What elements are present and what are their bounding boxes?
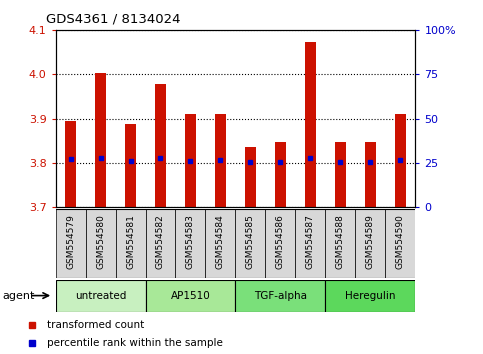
Bar [155,84,166,207]
Bar [56,209,85,278]
Text: TGF-alpha: TGF-alpha [254,291,307,301]
Text: GSM554582: GSM554582 [156,215,165,269]
Text: GSM554581: GSM554581 [126,215,135,269]
Text: GSM554590: GSM554590 [396,215,405,269]
Text: GSM554586: GSM554586 [276,215,285,269]
Bar [185,114,196,207]
Bar [355,209,385,278]
Bar [395,114,406,207]
Text: GSM554584: GSM554584 [216,215,225,269]
Text: GSM554579: GSM554579 [66,215,75,269]
Bar [145,280,236,312]
Bar [56,280,145,312]
Text: GSM554587: GSM554587 [306,215,315,269]
Bar [296,209,326,278]
Text: GSM554585: GSM554585 [246,215,255,269]
Bar [266,209,296,278]
Bar [85,209,115,278]
Text: GSM554589: GSM554589 [366,215,375,269]
Bar [326,280,415,312]
Bar [115,209,145,278]
Bar [365,142,376,207]
Text: percentile rank within the sample: percentile rank within the sample [47,338,223,348]
Text: GDS4361 / 8134024: GDS4361 / 8134024 [46,12,180,25]
Bar [205,209,236,278]
Bar [305,42,316,207]
Bar [275,142,285,207]
Text: GSM554583: GSM554583 [186,215,195,269]
Bar [65,121,76,207]
Bar [145,209,175,278]
Bar [245,147,256,207]
Text: agent: agent [2,291,35,301]
Text: untreated: untreated [75,291,126,301]
Text: transformed count: transformed count [47,320,144,330]
Bar [175,209,205,278]
Bar [385,209,415,278]
Text: GSM554580: GSM554580 [96,215,105,269]
Text: Heregulin: Heregulin [345,291,396,301]
Bar [215,114,226,207]
Text: AP1510: AP1510 [170,291,211,301]
Bar [326,209,355,278]
Bar [335,142,346,207]
Text: GSM554588: GSM554588 [336,215,345,269]
Bar [236,209,266,278]
Bar [95,74,106,207]
Bar [236,280,326,312]
Bar [125,124,136,207]
